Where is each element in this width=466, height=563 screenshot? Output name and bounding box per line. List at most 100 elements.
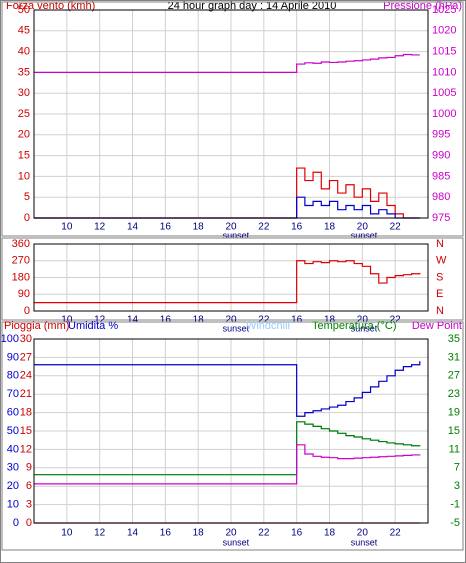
x-tick-label: 22 [390,222,402,233]
y-tick-label: 6 [26,480,32,492]
y-tick-label: 30 [20,333,32,345]
y-tick-label: 1015 [432,46,456,58]
legend-label: Windchill [246,320,290,332]
y-tick-label: 70 [7,388,19,400]
x-tick-label: 14 [127,222,139,233]
y-tick-label: 21 [20,388,32,400]
x-tick-label: 12 [94,222,106,233]
panel-frame [1,1,464,237]
y-tick-label: 80 [7,370,19,382]
y-tick-label: 1010 [432,66,456,78]
x-tick-label: 10 [61,528,73,539]
panel-frame [1,237,464,321]
y-tick-label: 40 [7,443,19,455]
y-tick-label: 27 [20,351,32,363]
y-tick-label: 5 [24,191,30,203]
y-tick-label: 23 [448,388,460,400]
wind-axis-label: Forza vento (kmh) [6,0,95,12]
x-tick-label: 16 [160,528,172,539]
y-tick-label: 60 [7,407,19,419]
x-tick-label: 12 [94,528,106,539]
x-tick-label: 22 [258,315,270,326]
y-tick-label: 0 [24,212,30,224]
y-tick-label: 100 [1,333,19,345]
plot-frame [33,243,429,312]
y-tick-label: 0 [24,305,30,317]
y-tick-label: 1025 [432,4,456,16]
y-tick-label: E [436,288,443,300]
y-tick-label: 985 [432,170,450,182]
y-tick-label: -1 [450,499,460,511]
y-tick-label: 975 [432,212,450,224]
x-tick-label: 20 [357,222,369,233]
series-line [34,444,421,485]
y-tick-label: 50 [18,4,30,16]
series-line [34,167,420,219]
y-tick-label: 1005 [432,87,456,99]
series-line [34,421,421,476]
y-tick-label: 360 [12,238,30,250]
y-tick-label: 3 [26,499,32,511]
y-tick-label: 90 [18,288,30,300]
series-line [34,196,420,219]
y-tick-label: 995 [432,129,450,141]
sunset-label: sunset [351,323,378,333]
y-tick-label: 35 [18,66,30,78]
sunset-label: sunset [223,323,250,333]
y-tick-label: 990 [432,150,450,162]
y-tick-label: 3 [454,480,460,492]
x-tick-label: 20 [225,528,237,539]
y-tick-label: 980 [432,191,450,203]
y-tick-label: 90 [7,351,19,363]
y-tick-label: -5 [450,517,460,529]
x-tick-label: 18 [324,222,336,233]
x-tick-label: 20 [225,222,237,233]
chart-title: 24 hour graph day : 14 Aprile 2010 [168,0,337,12]
series-line [34,361,421,417]
x-tick-label: 16 [160,222,172,233]
y-tick-label: 1020 [432,25,456,37]
y-tick-label: 12 [20,443,32,455]
y-tick-label: 0 [13,517,19,529]
y-tick-label: 180 [12,271,30,283]
y-tick-label: 10 [18,170,30,182]
y-tick-label: 10 [7,499,19,511]
series-line [34,53,420,73]
y-tick-label: 30 [7,462,19,474]
y-tick-label: N [436,238,444,250]
series-line [34,260,421,304]
y-tick-label: S [436,271,443,283]
y-tick-label: 45 [18,25,30,37]
x-tick-label: 14 [127,528,139,539]
y-tick-label: 20 [7,480,19,492]
y-tick-label: 31 [448,351,460,363]
legend-label: Umidita % [68,320,118,332]
plot-frame [33,9,429,219]
y-tick-label: 35 [448,333,460,345]
x-tick-label: 14 [127,315,139,326]
plot-frame [33,338,429,524]
x-tick-label: 20 [357,528,369,539]
x-tick-label: 20 [225,315,237,326]
y-tick-label: 15 [448,425,460,437]
x-tick-label: 18 [193,222,205,233]
y-tick-label: 15 [18,150,30,162]
y-tick-label: 25 [18,108,30,120]
y-tick-label: 19 [448,407,460,419]
y-tick-label: 0 [26,517,32,529]
x-tick-label: 20 [357,315,369,326]
sunset-label: sunset [223,230,250,240]
y-tick-label: 1000 [432,108,456,120]
y-tick-label: 11 [449,443,460,455]
x-tick-label: 18 [193,528,205,539]
y-tick-label: 24 [20,370,32,382]
y-tick-label: N [436,305,444,317]
y-tick-label: 30 [18,87,30,99]
y-tick-label: 15 [20,425,32,437]
sunset-label: sunset [351,537,378,547]
x-tick-label: 22 [258,528,270,539]
x-tick-label: 10 [61,222,73,233]
x-tick-label: 12 [94,315,106,326]
y-tick-label: 27 [448,370,460,382]
